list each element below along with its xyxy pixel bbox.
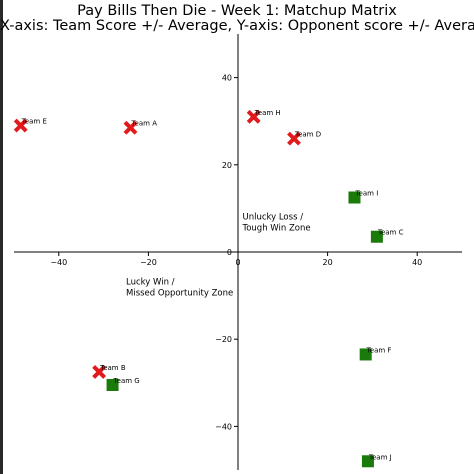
point-marker-square: [370, 230, 383, 243]
point-label: Team D: [294, 131, 321, 139]
zone-annotation: Unlucky Loss /: [242, 212, 303, 222]
point-label: Team G: [113, 377, 140, 385]
zone-annotation: Missed Opportunity Zone: [126, 289, 233, 299]
point-label: Team I: [354, 190, 378, 198]
point-label: Team E: [21, 118, 47, 126]
x-tick-label: 20: [323, 258, 333, 267]
y-tick-label: −20: [215, 335, 232, 344]
point-label: Team H: [254, 109, 281, 117]
point-label: Team J: [368, 453, 392, 461]
x-tick-label: −20: [140, 258, 157, 267]
y-tick-label: −40: [215, 422, 232, 431]
point-marker-x: [246, 109, 261, 124]
point-label: Team A: [130, 120, 157, 128]
point-label: Team F: [366, 346, 392, 354]
point-marker-square: [348, 191, 361, 204]
y-tick-label: 0: [227, 248, 232, 257]
chart-subtitle: X-axis: Team Score +/- Average, Y-axis: …: [0, 18, 474, 34]
point-marker-x: [123, 120, 138, 135]
chart-title: Pay Bills Then Die - Week 1: Matchup Mat…: [77, 3, 397, 19]
y-tick-label: 40: [222, 74, 232, 83]
point-marker-x: [92, 364, 107, 379]
point-marker-x: [13, 118, 28, 133]
x-tick-label: −40: [50, 258, 67, 267]
x-tick-label: 0: [235, 258, 240, 267]
point-label: Team B: [99, 364, 126, 372]
point-marker-square: [106, 378, 119, 391]
point-marker-x: [287, 131, 301, 146]
point-label: Team C: [377, 229, 404, 237]
zone-annotation: Lucky Win /: [126, 278, 175, 288]
zone-annotation: Tough Win Zone: [241, 223, 310, 233]
window-edge: [0, 0, 3, 474]
point-marker-square: [361, 455, 374, 468]
y-tick-label: 20: [222, 161, 232, 170]
x-tick-label: 40: [412, 258, 422, 267]
point-marker-square: [359, 348, 372, 361]
